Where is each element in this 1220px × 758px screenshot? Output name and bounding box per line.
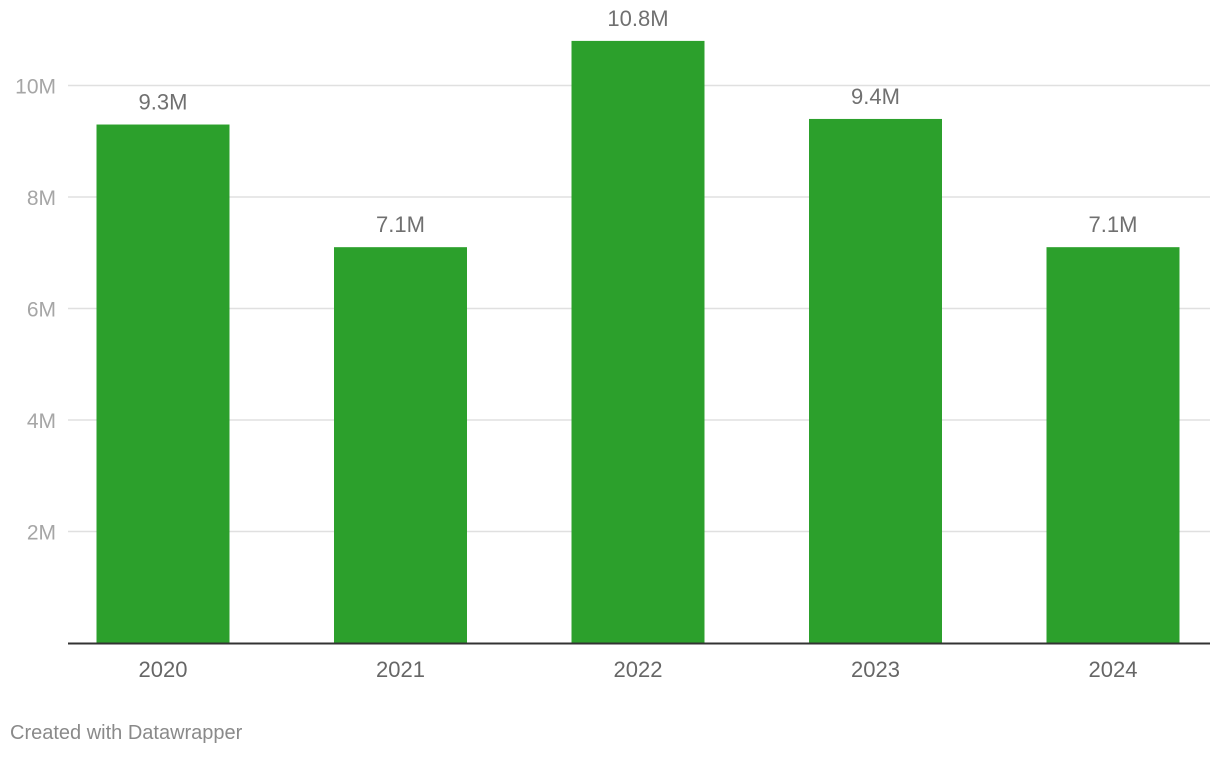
value-label-2020: 9.3M bbox=[139, 90, 188, 115]
bar-2021 bbox=[334, 247, 467, 644]
y-tick-label: 2M bbox=[27, 522, 56, 545]
category-label-2023: 2023 bbox=[851, 657, 900, 682]
y-tick-label: 10M bbox=[15, 76, 56, 99]
bar-2020 bbox=[96, 124, 230, 643]
category-label-2020: 2020 bbox=[139, 657, 188, 682]
category-label-2021: 2021 bbox=[376, 657, 425, 682]
bar-2022 bbox=[571, 40, 705, 643]
bar-2023 bbox=[809, 118, 942, 643]
category-label-2024: 2024 bbox=[1089, 657, 1138, 682]
category-label-2022: 2022 bbox=[614, 657, 663, 682]
bars bbox=[96, 40, 1180, 644]
value-label-2022: 10.8M bbox=[607, 6, 668, 31]
y-tick-label: 8M bbox=[27, 187, 56, 210]
value-label-2024: 7.1M bbox=[1089, 212, 1138, 237]
value-label-2021: 7.1M bbox=[376, 212, 425, 237]
bar-2024 bbox=[1046, 247, 1180, 644]
y-tick-label: 4M bbox=[27, 410, 56, 433]
labels: 2M 4M 6M 8M 10M 9.3M 2020 7.1M 2021 10.8M 2022 9.4M… bbox=[15, 6, 1137, 682]
value-label-2023: 9.4M bbox=[851, 84, 900, 109]
y-tick-label: 6M bbox=[27, 299, 56, 322]
credit-text: Created with Datawrapper bbox=[10, 722, 243, 744]
